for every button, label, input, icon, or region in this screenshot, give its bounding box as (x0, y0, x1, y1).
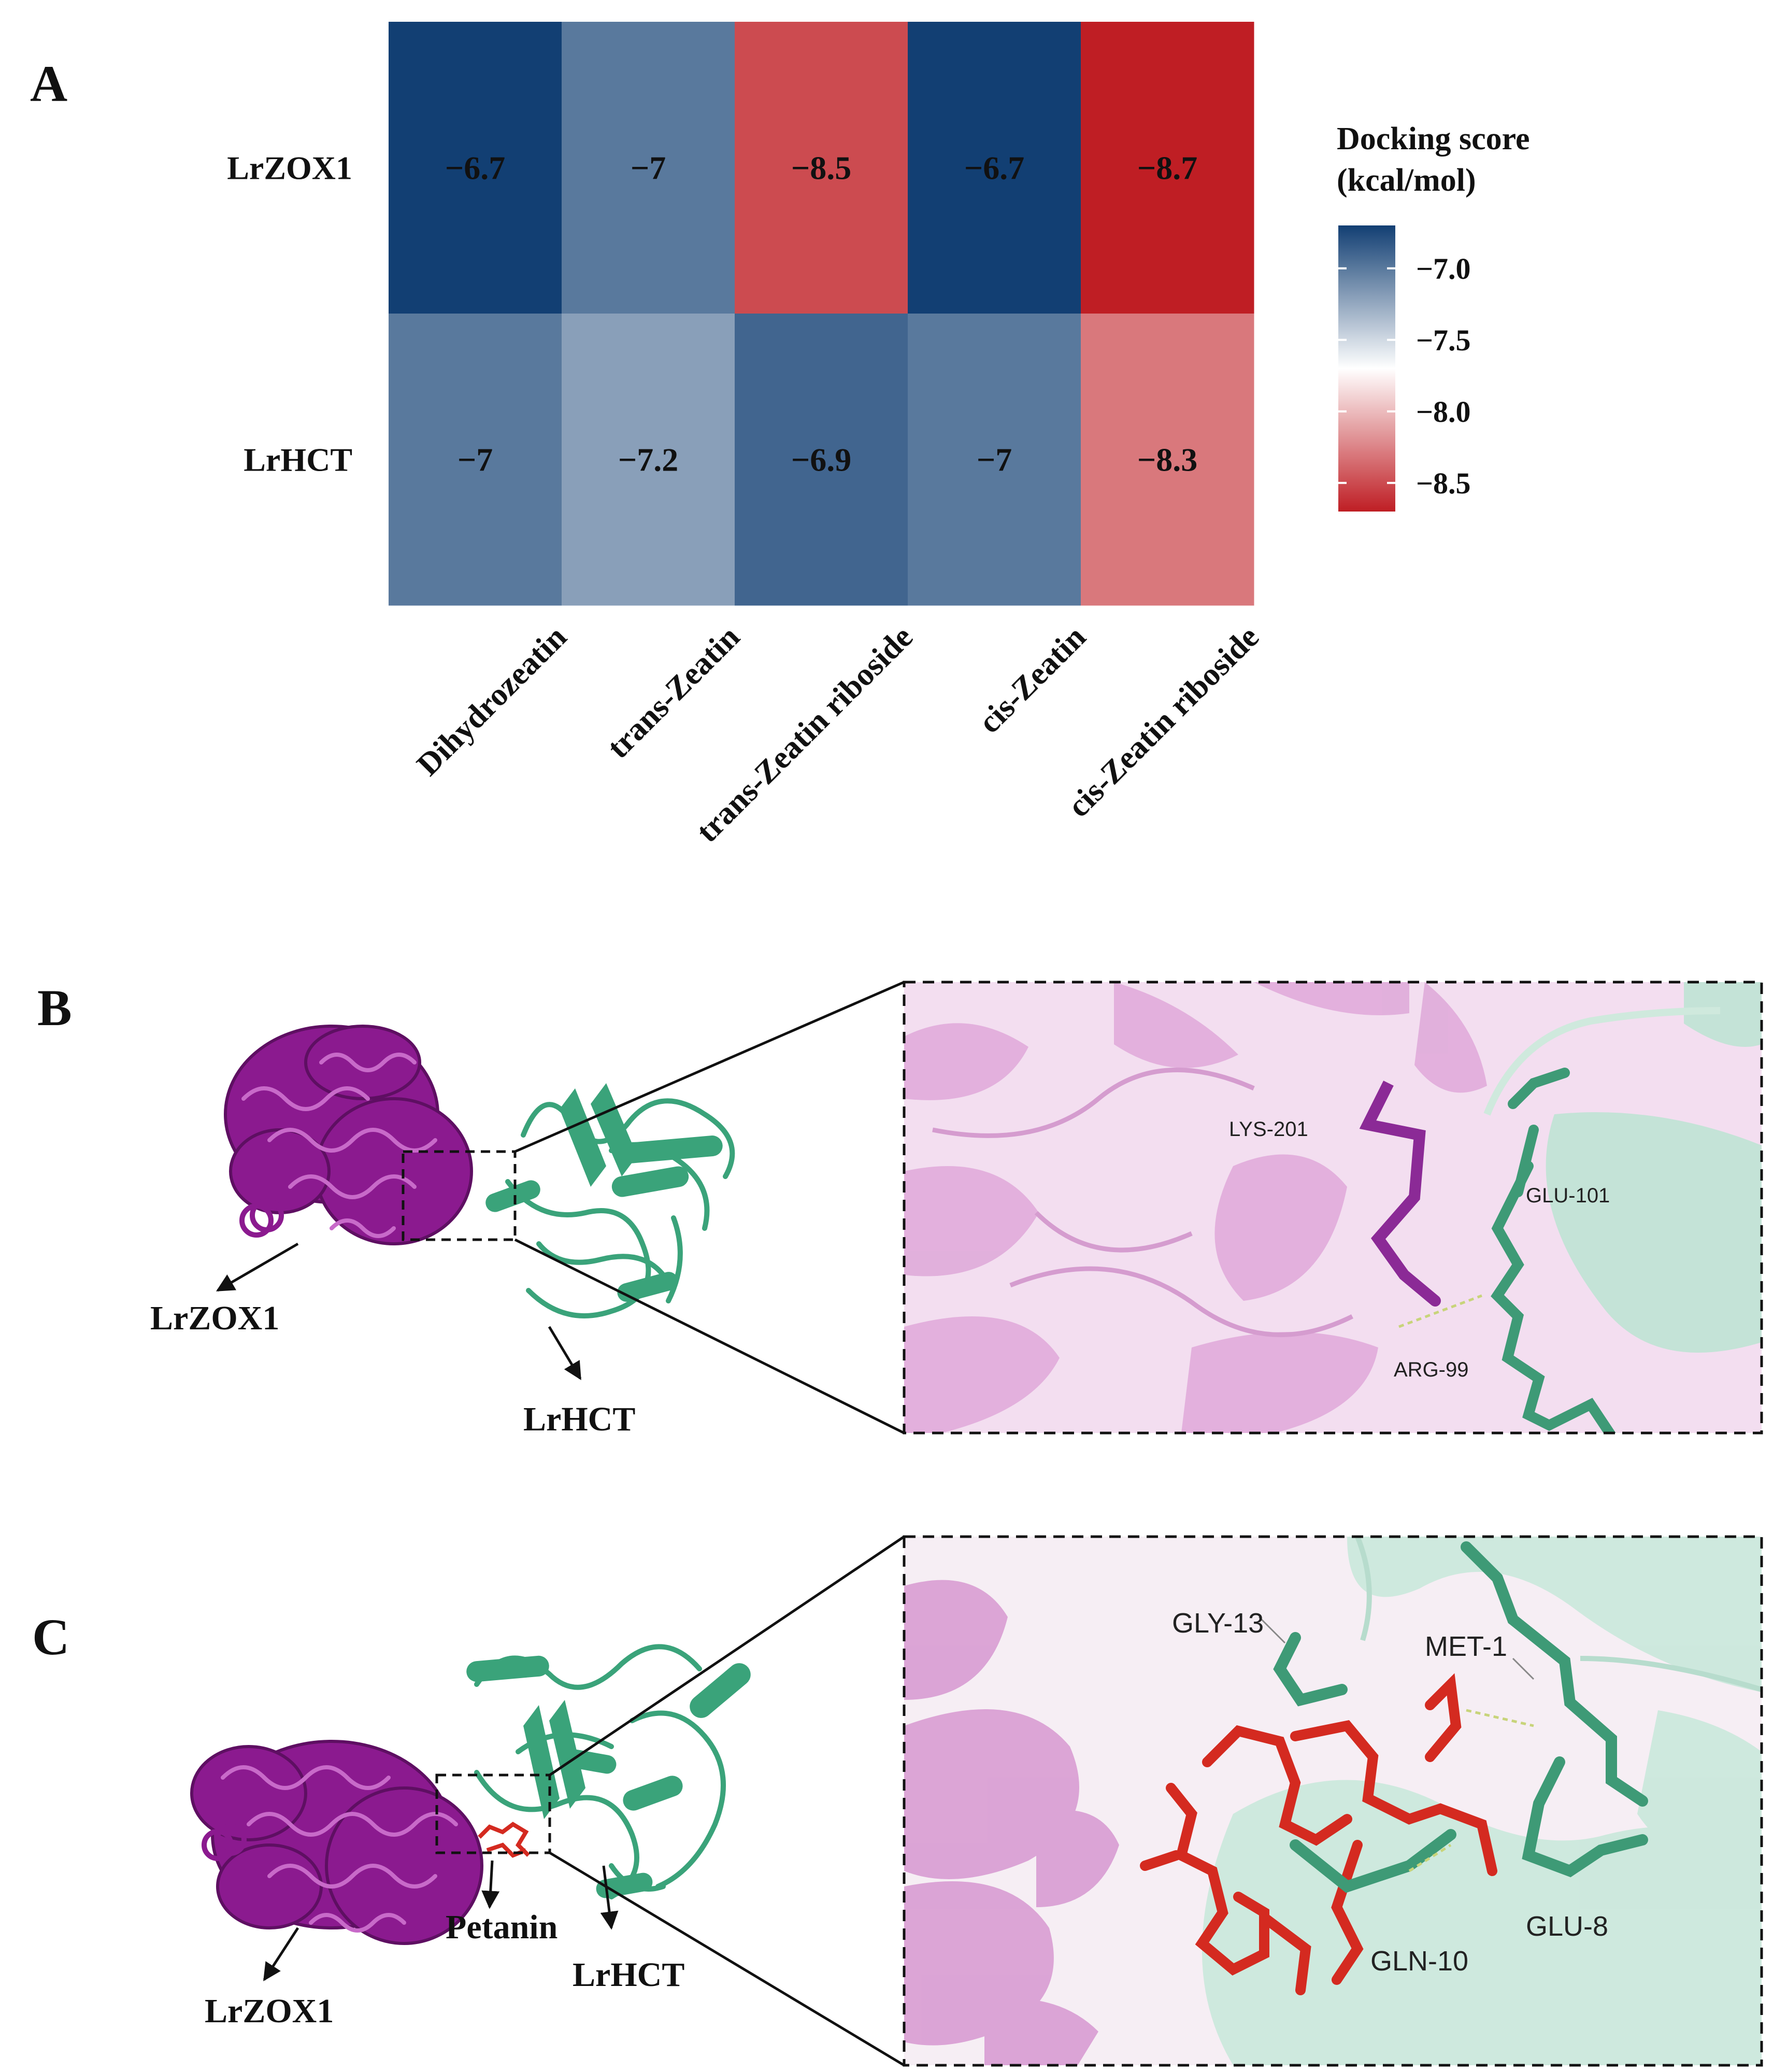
heatmap-cell-0-4 (1081, 22, 1254, 314)
zoom-inset-b: LYS-201 GLU-101 ARG-99 (903, 981, 1763, 1435)
heatmap-cell-label-0-2: −8.5 (791, 150, 851, 187)
row-label-0: LrZOX1 (227, 150, 352, 187)
docking-heatmap: −6.7 −7 −8.5 −6.7 −8.7 −7 −7.2 −6.9 −7 −8.3 LrZOX1… (227, 22, 1266, 849)
heatmap-cell-label-1-2: −6.9 (791, 442, 851, 478)
residue-lys201: LYS-201 (1229, 1118, 1308, 1141)
heatmap-cell-label-0-4: −8.7 (1137, 150, 1197, 187)
label-petanin-c: Petanin (446, 1908, 557, 1946)
heatmap-cell-1-3 (908, 314, 1081, 606)
legend-title-line2: (kcal/mol) (1337, 163, 1476, 198)
legend-tick-label-3: −8.5 (1416, 466, 1471, 500)
residue-met1: MET-1 (1425, 1631, 1507, 1662)
heatmap-cell-0-3 (908, 22, 1081, 314)
heatmap-cell-0-2 (735, 22, 908, 314)
legend-tick-label-0: −7.0 (1416, 252, 1471, 286)
label-lrzox1-c: LrZOX1 (205, 1992, 334, 2030)
zoom-inset-c: GLY-13 MET-1 GLU-8 GLN-10 (903, 1535, 1763, 2067)
complex-structure-c: LrZOX1 Petanin LrHCT (190, 1535, 905, 2067)
complex-structure-b: LrZOX1 LrHCT (150, 981, 905, 1438)
column-label-3: cis-Zeatin (972, 619, 1093, 740)
heatmap-cell-label-1-3: −7 (977, 442, 1012, 478)
legend-tick-label-1: −7.5 (1416, 323, 1471, 357)
selection-box-c (435, 1773, 551, 1854)
row-label-1: LrHCT (244, 442, 352, 478)
label-lrhct-b: LrHCT (523, 1400, 635, 1438)
heatmap-cell-0-0 (389, 22, 562, 314)
residue-glu101: GLU-101 (1526, 1184, 1610, 1207)
column-label-1: trans-Zeatin (600, 619, 747, 765)
heatmap-cell-label-1-4: −8.3 (1137, 442, 1197, 478)
heatmap-cell-label-0-1: −7 (631, 150, 666, 187)
legend-tick-label-2: −8.0 (1416, 395, 1471, 429)
legend-colorbar (1338, 225, 1395, 512)
heatmap-cell-1-4 (1081, 314, 1254, 606)
lrzox1-structure-c (190, 1740, 483, 1945)
panel-letter-b: B (37, 979, 72, 1037)
residue-gln10: GLN-10 (1370, 1946, 1468, 1977)
column-label-0: Dihydrozeatin (410, 619, 574, 783)
heatmap-cell-label-0-3: −6.7 (964, 150, 1024, 187)
heatmap-cell-0-1 (562, 22, 735, 314)
column-label-4: cis-Zeatin riboside (1061, 619, 1266, 824)
legend-title-line1: Docking score (1337, 121, 1530, 157)
residue-arg99: ARG-99 (1394, 1358, 1469, 1381)
residue-gly13: GLY-13 (1172, 1608, 1264, 1639)
label-lrhct-c: LrHCT (573, 1956, 684, 1994)
lrhct-structure-b (505, 1098, 735, 1318)
heatmap-cell-label-0-0: −6.7 (445, 150, 505, 187)
residue-glu8: GLU-8 (1526, 1911, 1608, 1942)
heatmap-cell-1-1 (562, 314, 735, 606)
panel-letter-c: C (32, 1608, 69, 1666)
docking-score-legend: Docking score (kcal/mol) −7.0 −7.5 −8.0 −8.5 (1337, 121, 1530, 512)
heatmap-cell-1-2 (735, 314, 908, 606)
selection-box-b (402, 1150, 517, 1241)
petanin-ligand-c (478, 1822, 530, 1858)
heatmap-cell-label-1-1: −7.2 (618, 442, 678, 478)
heatmap-cell-1-0 (389, 314, 562, 606)
label-lrzox1-b: LrZOX1 (150, 1299, 279, 1337)
panel-letter-a: A (30, 55, 67, 112)
lrzox1-structure-b (224, 1025, 473, 1245)
heatmap-cell-label-1-0: −7 (457, 442, 493, 478)
